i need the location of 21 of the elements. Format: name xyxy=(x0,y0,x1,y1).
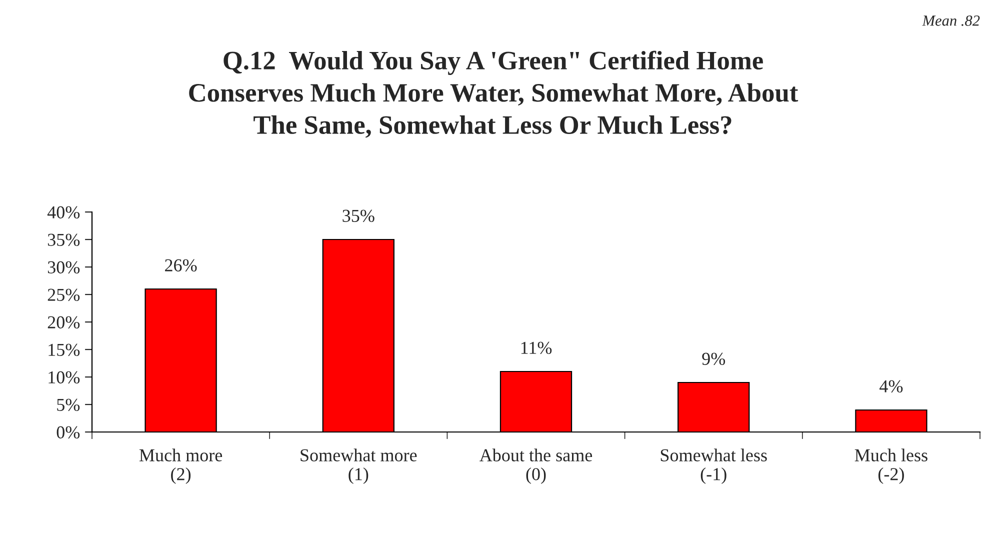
y-tick-label: 5% xyxy=(57,398,80,411)
y-tick-label: 25% xyxy=(48,288,80,301)
chart-title: Q.12 Would You Say A 'Green" Certified Home Conserves Much More Water, Somewhat More, About The Same, Somewhat Less Or Much Less? xyxy=(189,50,798,138)
y-tick-label: 10% xyxy=(48,371,80,384)
x-tick-label: Much more (2) xyxy=(139,448,222,484)
data-label: 26% xyxy=(165,259,197,272)
x-tick-label: Somewhat more (1) xyxy=(300,448,417,484)
y-tick-label: 20% xyxy=(48,316,80,328)
x-tick-label: Much less (-2) xyxy=(854,448,928,484)
x-tick-label: About the same (0) xyxy=(480,448,592,484)
x-tick-label: Somewhat less (-1) xyxy=(660,448,767,484)
y-tick-label: 30% xyxy=(48,261,80,274)
data-label: 11% xyxy=(521,342,552,354)
y-tick-label: 0% xyxy=(56,426,80,438)
text: Mean .82 xyxy=(922,16,980,26)
data-label: 9% xyxy=(702,352,726,366)
y-tick-label: 15% xyxy=(48,344,80,356)
data-label: 4% xyxy=(880,380,903,393)
y-tick-label: 40% xyxy=(47,206,80,218)
y-tick-label: 35% xyxy=(48,234,80,246)
data-label: 35% xyxy=(342,210,374,222)
